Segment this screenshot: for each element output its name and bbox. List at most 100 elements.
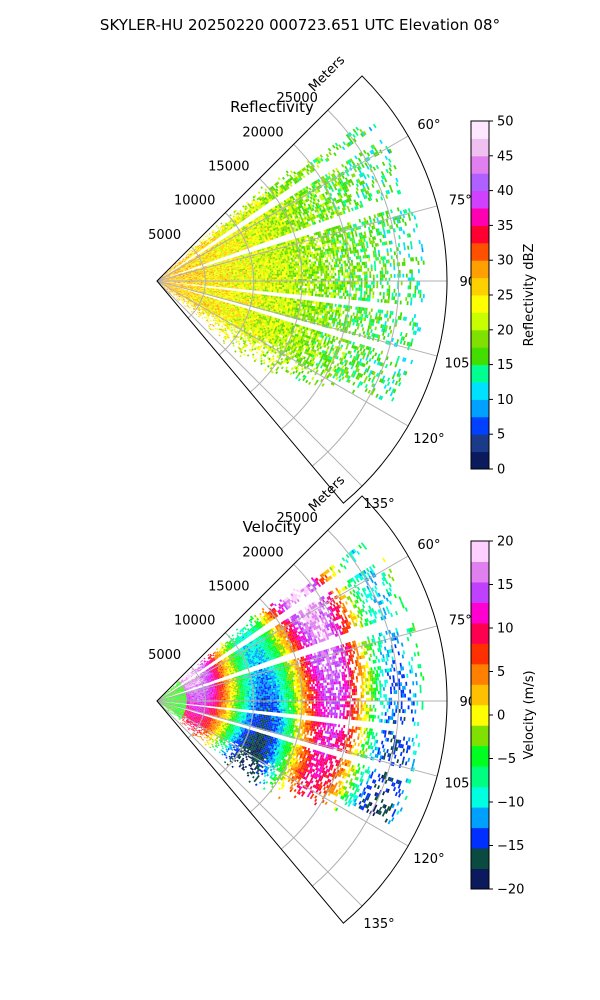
radar-gate: [274, 264, 277, 267]
radar-gate: [410, 257, 413, 262]
radar-gate: [307, 259, 310, 263]
radar-gate: [327, 172, 331, 176]
radar-gate: [270, 192, 273, 196]
radar-gate: [221, 274, 224, 276]
radar-gate: [191, 278, 194, 280]
radar-gate: [336, 281, 339, 285]
radar-gate: [223, 238, 226, 241]
radar-gate: [224, 272, 227, 274]
radar-gate: [371, 288, 373, 292]
radar-gate: [237, 278, 239, 280]
radar-gate: [217, 226, 220, 229]
radar-gate: [324, 273, 326, 276]
radar-gate: [288, 262, 291, 265]
radar-gate: [265, 213, 269, 217]
radar-gate: [233, 275, 236, 277]
radar-gate: [370, 145, 374, 150]
radar-gate: [366, 173, 370, 178]
radar-gate: [216, 237, 219, 239]
radar-gate: [207, 282, 210, 284]
radar-gate: [232, 233, 236, 236]
radar-gate: [327, 147, 332, 152]
radar-gate: [269, 268, 272, 271]
radar-gate: [261, 274, 264, 277]
radar-gate: [339, 284, 342, 288]
radar-gate: [240, 285, 243, 287]
radar-gate: [421, 247, 424, 253]
radar-gate: [232, 232, 235, 235]
radar-gate: [191, 258, 193, 260]
radar-gate: [192, 281, 194, 283]
radar-gate: [261, 201, 265, 205]
radar-gate: [332, 284, 335, 287]
radar-gate: [376, 217, 379, 222]
radar-gate: [317, 178, 321, 183]
radar-gate: [236, 229, 239, 232]
radar-gate: [379, 139, 383, 144]
radar-gate: [381, 267, 384, 271]
radar-gate: [376, 274, 379, 278]
radar-gate: [280, 273, 283, 276]
radar-gate: [197, 279, 199, 280]
radar-gate: [170, 268, 172, 270]
radar-gate: [213, 233, 216, 236]
radar-gate: [288, 181, 292, 185]
radar-gate: [275, 182, 279, 186]
radar-gate: [254, 209, 257, 212]
radar-gate: [222, 240, 225, 242]
radar-gate: [212, 282, 215, 284]
radar-gate: [238, 272, 241, 274]
radar-gate: [268, 274, 271, 276]
radar-gate: [407, 245, 410, 250]
radar-gate: [310, 271, 312, 274]
radar-gate: [247, 203, 250, 206]
radar-gate: [243, 206, 246, 209]
radar-gate: [269, 198, 273, 201]
radar-gate: [290, 272, 293, 275]
radar-gate: [165, 273, 167, 275]
reflectivity-gates: [158, 123, 425, 402]
radar-gate: [222, 273, 225, 275]
radar-gate: [321, 262, 324, 266]
radar-gate: [226, 226, 229, 229]
radar-gate: [290, 287, 293, 290]
radar-gate: [311, 269, 314, 272]
radar-gate: [325, 265, 328, 268]
radar-gate: [219, 241, 222, 244]
radar-gate: [203, 251, 206, 254]
radar-gate: [245, 276, 248, 279]
radar-gate: [189, 253, 192, 256]
radar-gate: [265, 276, 267, 278]
radar-gate: [246, 201, 249, 205]
radar-gate: [267, 194, 270, 198]
radar-gate: [212, 231, 215, 234]
radar-gate: [221, 239, 224, 241]
radar-gate: [229, 227, 232, 230]
radar-gate: [171, 267, 174, 269]
radar-gate: [249, 223, 252, 227]
radar-gate: [240, 282, 243, 284]
radar-gate: [198, 244, 201, 247]
radar-gate: [325, 270, 328, 274]
radar-gate: [296, 178, 300, 183]
radar-gate: [351, 161, 356, 166]
radar-gate: [280, 271, 283, 274]
radar-gate: [357, 287, 359, 291]
radar-gate: [162, 275, 164, 277]
radar-gate: [182, 258, 184, 260]
radar-gate: [365, 271, 368, 275]
radar-gate: [285, 170, 289, 174]
radar-gate: [200, 281, 203, 283]
radar-gate: [392, 259, 395, 263]
radar-gate: [304, 264, 307, 268]
radar-gate: [188, 281, 191, 283]
radar-gate: [170, 269, 173, 271]
radar-gate: [226, 272, 229, 274]
radar-gate: [174, 268, 177, 270]
radar-gate: [315, 283, 318, 287]
radar-gate: [167, 270, 169, 272]
radar-gate: [315, 273, 318, 277]
radar-gate: [212, 235, 215, 238]
radar-gate: [169, 270, 172, 272]
radar-gate: [161, 276, 163, 278]
